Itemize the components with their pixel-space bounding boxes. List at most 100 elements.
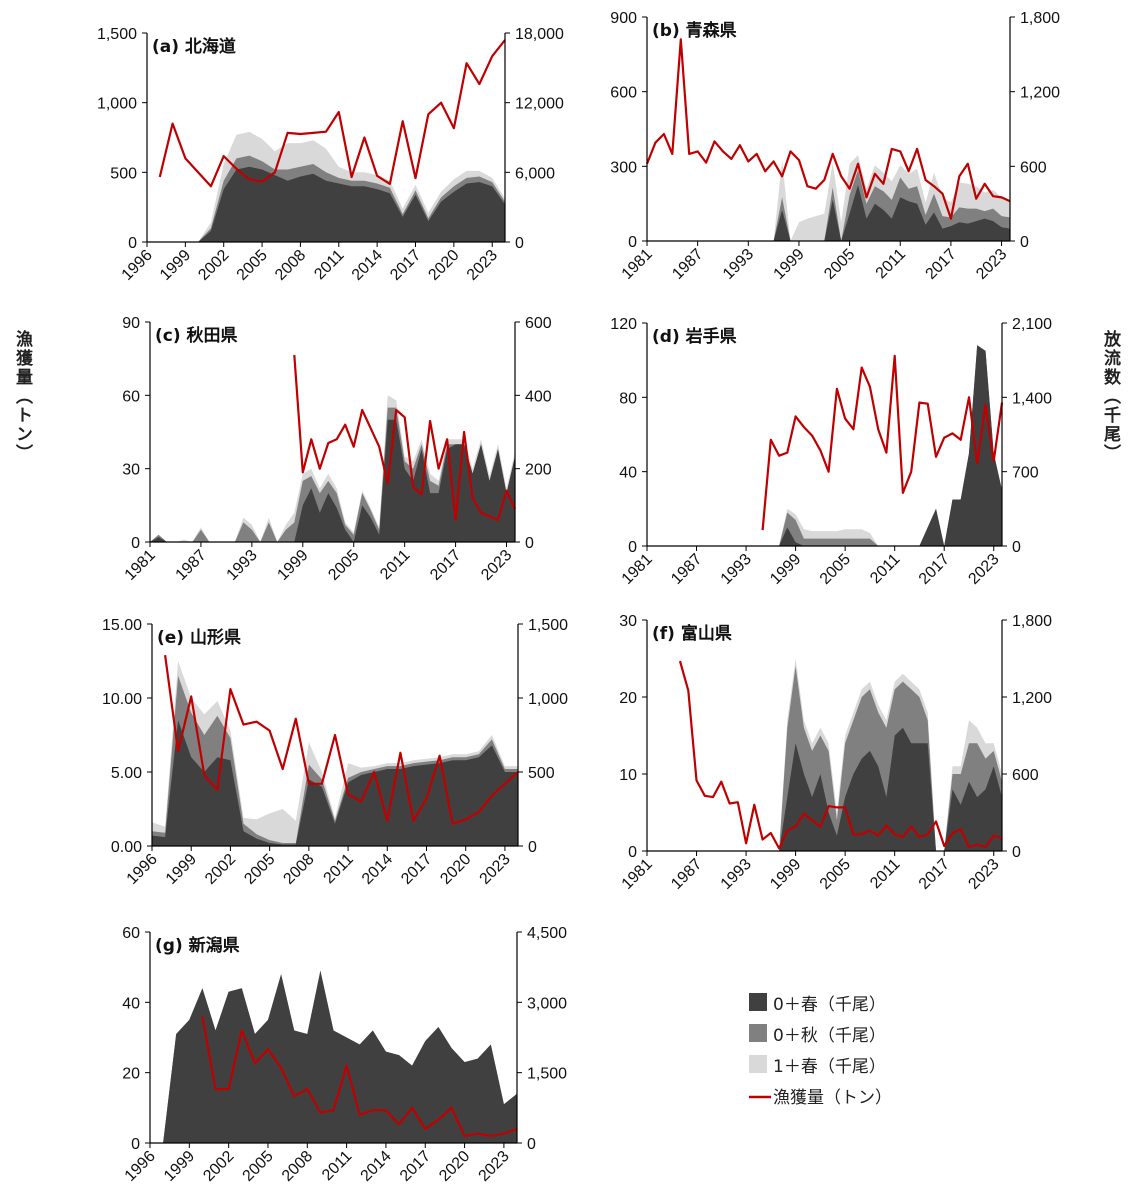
xtick-label-b: 1999	[771, 246, 808, 283]
ytick-right-label-b: 600	[1020, 159, 1047, 176]
xtick-label-d: 2017	[916, 551, 953, 588]
area-spring0-g	[163, 970, 517, 1143]
panel-title-g: (g) 新潟県	[155, 935, 240, 956]
ytick-right-label-a: 6,000	[515, 165, 555, 182]
area-spring0-b	[756, 185, 1010, 241]
right-axis-label: 放流数（千尾）	[1100, 330, 1120, 463]
ytick-right-label-g: 3,000	[527, 995, 567, 1012]
xtick-label-a: 2014	[349, 247, 386, 284]
xtick-label-e: 1996	[124, 851, 161, 888]
xtick-label-g: 2023	[476, 1148, 513, 1185]
ytick-right-label-c: 200	[525, 462, 552, 479]
ytick-right-label-e: 1,000	[528, 691, 568, 708]
legend-label-catch: 漁獲量（トン）	[773, 1088, 892, 1108]
ytick-left-label-f: 10	[619, 767, 637, 784]
ytick-left-label-d: 0	[628, 539, 637, 556]
ytick-right-label-b: 0	[1020, 234, 1029, 251]
xtick-label-e: 2011	[321, 851, 357, 887]
xtick-label-f: 1981	[619, 856, 656, 893]
ytick-left-label-a: 0	[128, 235, 137, 252]
area-spring0-e	[152, 720, 518, 846]
ytick-right-label-e: 1,500	[528, 617, 568, 634]
ytick-left-label-c: 90	[122, 315, 140, 332]
catch-line-c	[293, 354, 516, 522]
panel-a: 0 500 1,000 1,500 0 6,000 12,000 18,000 1996 1999…	[97, 26, 564, 284]
xtick-label-d: 2011	[867, 551, 903, 587]
xtick-label-d: 1987	[668, 551, 705, 588]
xtick-label-a: 2023	[464, 247, 501, 284]
legend-label-autumn0: 0＋秋（千尾）	[773, 1026, 886, 1046]
xtick-label-a: 2017	[387, 247, 424, 284]
catch-line-d	[761, 354, 1004, 531]
ytick-right-label-g: 1,500	[527, 1066, 567, 1083]
xtick-label-c: 2011	[377, 547, 413, 583]
ytick-right-label-d: 0	[1012, 539, 1021, 556]
xtick-label-b: 2011	[873, 246, 909, 282]
legend-label-spring1: 1＋春（千尾）	[773, 1057, 886, 1077]
xtick-label-e: 2020	[437, 851, 474, 888]
ytick-left-label-g: 60	[122, 925, 140, 942]
ytick-left-label-d: 120	[610, 316, 637, 333]
xtick-label-f: 2023	[965, 856, 1002, 893]
area-autumn0-f	[779, 666, 1002, 851]
ytick-right-label-f: 0	[1012, 844, 1021, 861]
xtick-label-b: 1993	[720, 246, 757, 283]
panel-f: 0 10 20 30 0 600 1,200 1,800 1981 1987 1993 1999 200…	[619, 613, 1053, 893]
catch-line-b	[645, 38, 1011, 220]
ytick-left-label-d: 40	[619, 465, 637, 482]
ytick-left-label-a: 1,000	[97, 96, 137, 113]
panel-title-b: (b) 青森県	[652, 20, 737, 41]
xtick-label-c: 1993	[223, 547, 260, 584]
ytick-right-label-f: 600	[1012, 767, 1039, 784]
xtick-label-b: 2017	[923, 246, 960, 283]
area-spring0-f	[779, 727, 1002, 851]
panel-title-d: (d) 岩手県	[652, 326, 737, 347]
catch-line-a	[158, 39, 506, 188]
xtick-label-a: 2011	[311, 247, 347, 283]
xtick-label-d: 1999	[767, 551, 804, 588]
ytick-right-label-e: 500	[528, 765, 555, 782]
ytick-left-label-a: 500	[110, 165, 137, 182]
xtick-label-a: 2008	[272, 247, 309, 284]
xtick-label-d: 1981	[619, 551, 656, 588]
catch-line-g	[201, 1016, 518, 1138]
xtick-label-c: 1981	[122, 547, 159, 584]
panel-title-c: (c) 秋田県	[155, 325, 238, 346]
xtick-label-g: 1999	[161, 1148, 198, 1185]
xtick-label-c: 1987	[173, 547, 210, 584]
ytick-right-label-b: 1,800	[1020, 10, 1060, 27]
xtick-label-g: 2011	[319, 1148, 355, 1184]
xtick-label-b: 2023	[973, 246, 1010, 283]
xtick-label-a: 2020	[425, 247, 462, 284]
ytick-left-label-b: 600	[610, 85, 637, 102]
xtick-label-f: 1987	[668, 856, 705, 893]
ytick-left-label-d: 80	[619, 390, 637, 407]
ytick-right-label-d: 2,100	[1012, 316, 1052, 333]
xtick-label-e: 2002	[202, 851, 239, 888]
area-spring0-a	[198, 166, 505, 242]
xtick-label-g: 2014	[358, 1148, 395, 1185]
ytick-right-label-f: 1,200	[1012, 690, 1052, 707]
xtick-label-e: 2017	[398, 851, 435, 888]
panel-b: 0 300 600 900 0 600 1,200 1,800 1981 1987 1993 1999…	[610, 10, 1060, 283]
panel-c: 0 30 60 90 0 200 400 600 1981 1987 1993 1999 2005 201…	[122, 315, 552, 584]
xtick-label-g: 2008	[279, 1148, 316, 1185]
ytick-right-label-d: 700	[1012, 465, 1039, 482]
xtick-label-d: 1993	[718, 551, 755, 588]
xtick-label-a: 2002	[195, 247, 232, 284]
ytick-left-label-e: 15.00	[102, 617, 142, 634]
ytick-right-label-e: 0	[528, 839, 537, 856]
legend-swatch-spring0	[749, 993, 767, 1011]
xtick-label-e: 2014	[359, 851, 396, 888]
xtick-label-d: 2005	[817, 551, 854, 588]
panel-title-f: (f) 富山県	[652, 623, 732, 644]
panel-e: 0.00 5.00 10.00 15.00 0 500 1,000 1,500 1996 1999…	[102, 617, 568, 888]
xtick-label-f: 2005	[817, 856, 854, 893]
legend-swatch-autumn0	[749, 1024, 767, 1042]
ytick-left-label-f: 30	[619, 613, 637, 630]
xtick-label-a: 1999	[157, 247, 194, 284]
xtick-label-a: 1996	[119, 247, 156, 284]
xtick-label-g: 1996	[122, 1148, 159, 1185]
